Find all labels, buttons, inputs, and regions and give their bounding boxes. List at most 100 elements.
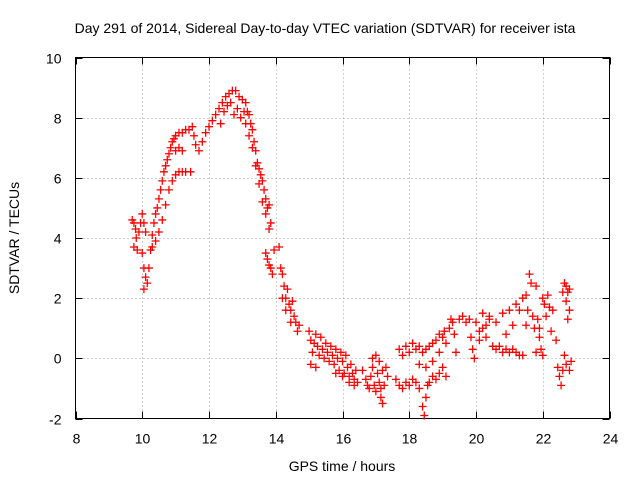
data-point [141, 227, 150, 236]
data-point [538, 351, 547, 360]
data-point [129, 218, 138, 227]
data-point [266, 264, 275, 273]
data-point [565, 366, 574, 375]
data-point [435, 348, 444, 357]
data-point [151, 237, 160, 246]
data-point [565, 285, 574, 294]
data-point [472, 318, 480, 327]
data-point [378, 399, 387, 408]
data-point [320, 354, 329, 363]
data-point [466, 333, 475, 342]
data-points [128, 86, 576, 420]
data-point [161, 161, 170, 170]
data-point [365, 384, 374, 393]
data-point [535, 324, 544, 333]
data-point [321, 339, 330, 348]
data-point [143, 279, 152, 288]
data-point [431, 375, 440, 384]
data-point [311, 330, 320, 339]
data-point [341, 351, 350, 360]
data-point [336, 348, 345, 357]
data-point [248, 125, 257, 134]
data-point [478, 309, 487, 318]
data-point [318, 345, 327, 354]
data-point [153, 203, 162, 212]
data-point [338, 372, 347, 381]
data-point [441, 339, 450, 348]
data-point [290, 312, 299, 321]
data-point [435, 369, 444, 378]
data-point [283, 285, 292, 294]
data-point [567, 357, 576, 366]
data-point [468, 345, 477, 354]
data-point [485, 312, 494, 321]
data-point [326, 342, 335, 351]
data-point [208, 116, 217, 125]
data-point [553, 363, 562, 372]
data-point [482, 321, 491, 330]
data-point [405, 348, 414, 357]
data-point [293, 327, 302, 336]
data-point [138, 249, 147, 258]
data-point [226, 98, 235, 107]
data-point [330, 360, 339, 369]
data-point [523, 306, 532, 315]
data-point [438, 363, 447, 372]
x-tick-label: 14 [269, 431, 285, 447]
data-point [265, 224, 274, 233]
data-point [144, 264, 153, 273]
data-point [230, 110, 239, 119]
data-point [231, 86, 240, 95]
data-point [156, 185, 165, 194]
data-point [373, 369, 382, 378]
data-point [316, 333, 325, 342]
x-tick-label: 12 [202, 431, 218, 447]
x-axis-label: GPS time / hours [289, 458, 396, 474]
data-point [358, 366, 367, 375]
data-point [560, 351, 569, 360]
data-point [418, 402, 427, 411]
data-point [495, 342, 504, 351]
data-point [548, 306, 557, 315]
data-point [241, 119, 250, 128]
data-point [261, 209, 270, 218]
data-point [565, 306, 574, 315]
y-tick-label: 4 [54, 231, 62, 247]
data-point [201, 128, 210, 137]
data-point [518, 351, 527, 360]
data-point [141, 273, 150, 282]
data-point [261, 249, 270, 258]
data-point [270, 246, 279, 255]
data-point [376, 384, 385, 393]
data-point [186, 167, 195, 176]
data-point [281, 306, 290, 315]
data-point [401, 342, 410, 351]
data-point [154, 194, 163, 203]
data-point [189, 131, 198, 140]
data-point [333, 354, 342, 363]
data-point [250, 137, 259, 146]
data-point [431, 336, 440, 345]
x-tick-label: 18 [402, 431, 418, 447]
data-point [276, 264, 285, 273]
x-tick-label: 16 [336, 431, 352, 447]
data-point [368, 354, 377, 363]
x-tick-label: 8 [73, 431, 81, 447]
data-point [305, 327, 314, 336]
data-point [132, 234, 141, 242]
data-point [308, 348, 317, 357]
data-point [547, 327, 556, 336]
data-point [263, 255, 272, 264]
data-point [275, 243, 284, 252]
data-point [350, 381, 359, 390]
data-point [492, 318, 501, 327]
data-point [555, 372, 564, 381]
axis-ticks [75, 57, 611, 420]
data-point [331, 345, 340, 354]
data-point [198, 137, 207, 146]
data-point [338, 357, 347, 366]
data-point [540, 300, 549, 309]
data-point [562, 360, 571, 369]
data-point [398, 351, 407, 360]
